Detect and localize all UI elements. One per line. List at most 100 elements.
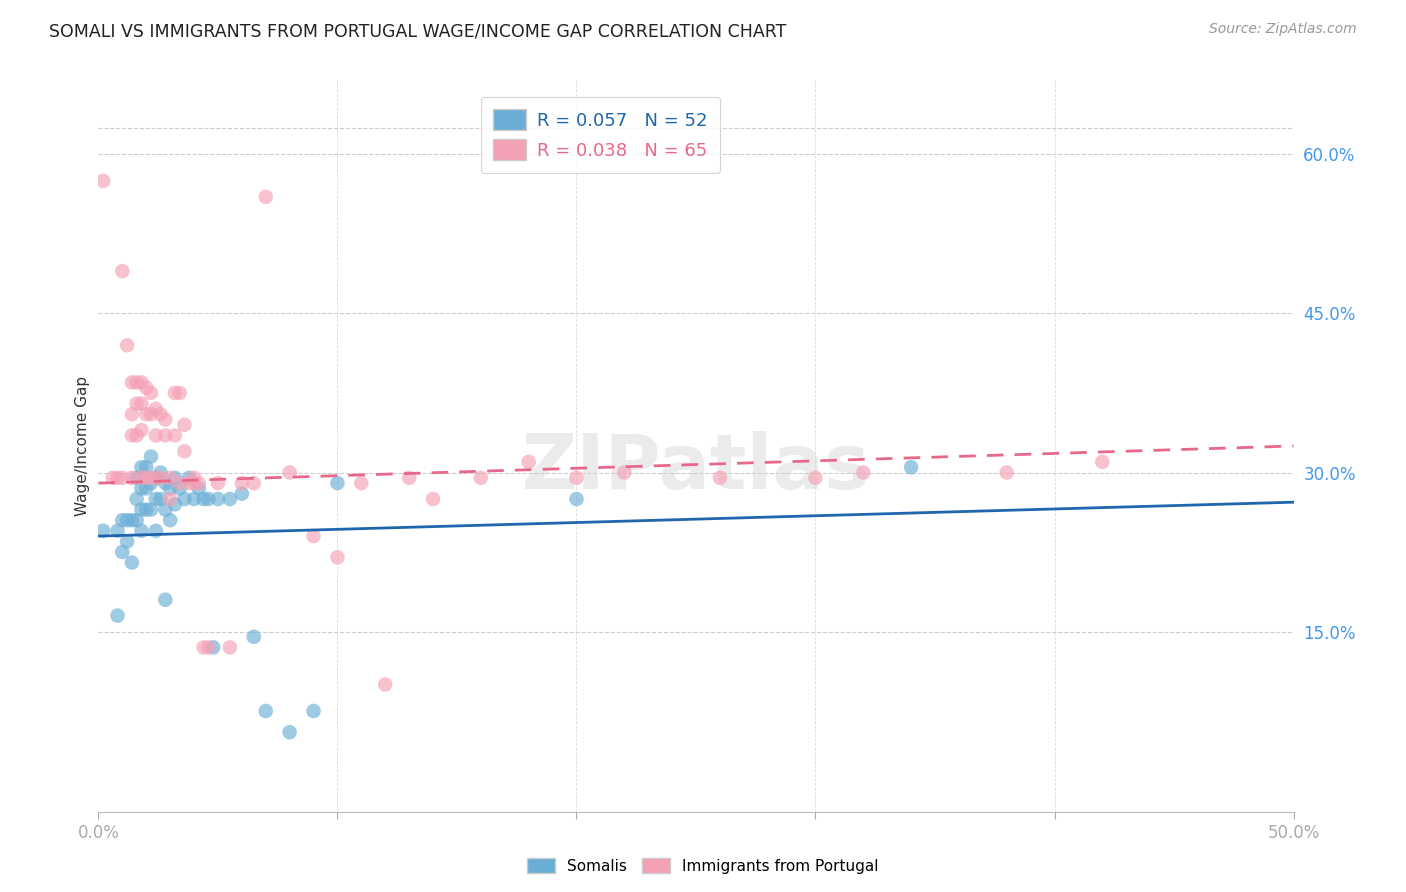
Point (131, 460, 153, 475)
Point (374, 677, 396, 691)
Point (169, 476, 191, 491)
Point (155, 412, 177, 426)
Point (231, 486, 253, 500)
Point (107, 524, 129, 538)
Point (131, 423, 153, 437)
Point (179, 471, 201, 485)
Point (219, 640, 242, 655)
Point (163, 471, 186, 485)
Text: Source: ZipAtlas.com: Source: ZipAtlas.com (1209, 22, 1357, 37)
Point (125, 396, 148, 410)
Point (101, 471, 124, 485)
Point (155, 502, 177, 516)
Point (149, 407, 172, 421)
Point (207, 476, 229, 491)
Point (159, 491, 181, 506)
Point (254, 190, 277, 204)
Point (219, 491, 242, 506)
Point (326, 550, 349, 565)
Point (149, 491, 172, 506)
Point (155, 476, 177, 491)
Point (125, 428, 148, 442)
Point (197, 491, 219, 506)
Point (173, 444, 195, 458)
Point (139, 450, 162, 464)
Point (155, 428, 177, 442)
Point (121, 428, 143, 442)
Point (278, 725, 301, 739)
Point (107, 471, 129, 485)
Point (135, 502, 157, 516)
Point (470, 471, 492, 485)
Point (145, 524, 167, 538)
Point (517, 455, 540, 469)
Point (852, 466, 875, 480)
Point (121, 376, 143, 390)
Point (173, 491, 195, 506)
Point (709, 471, 731, 485)
Point (121, 513, 143, 527)
Point (202, 640, 225, 655)
Point (900, 460, 922, 475)
Point (145, 471, 167, 485)
Point (131, 502, 153, 516)
Point (350, 476, 373, 491)
Point (159, 471, 181, 485)
Point (139, 386, 162, 401)
Point (163, 386, 186, 401)
Point (207, 491, 229, 506)
Point (145, 401, 167, 416)
Point (139, 407, 162, 421)
Point (187, 476, 209, 491)
Point (145, 491, 167, 506)
Point (91, 174, 114, 188)
Point (131, 482, 153, 496)
Point (565, 491, 588, 506)
Point (995, 466, 1018, 480)
Point (155, 592, 177, 607)
Point (183, 471, 205, 485)
Point (135, 381, 157, 395)
Point (145, 428, 167, 442)
Point (111, 545, 134, 559)
Point (804, 471, 827, 485)
Point (159, 482, 181, 496)
Point (135, 482, 157, 496)
Point (149, 471, 172, 485)
Point (91, 524, 114, 538)
Point (193, 640, 215, 655)
Point (125, 513, 148, 527)
Point (121, 407, 143, 421)
Point (422, 491, 444, 506)
Point (169, 386, 191, 401)
Point (135, 471, 157, 485)
Point (111, 513, 134, 527)
Point (121, 556, 143, 570)
Legend: R = 0.057   N = 52, R = 0.038   N = 65: R = 0.057 N = 52, R = 0.038 N = 65 (481, 96, 720, 173)
Point (187, 482, 209, 496)
Point (163, 428, 186, 442)
Point (107, 608, 129, 623)
Point (131, 471, 153, 485)
Point (193, 491, 215, 506)
Point (135, 407, 157, 421)
Point (173, 417, 195, 432)
Point (125, 376, 148, 390)
Point (243, 476, 266, 491)
Point (1091, 455, 1114, 469)
Point (131, 396, 153, 410)
Y-axis label: Wage/Income Gap: Wage/Income Gap (75, 376, 90, 516)
Point (254, 704, 277, 718)
Point (326, 476, 349, 491)
Point (115, 513, 138, 527)
Point (135, 460, 157, 475)
Point (183, 476, 205, 491)
Point (115, 338, 138, 352)
Point (139, 502, 162, 516)
Text: SOMALI VS IMMIGRANTS FROM PORTUGAL WAGE/INCOME GAP CORRELATION CHART: SOMALI VS IMMIGRANTS FROM PORTUGAL WAGE/… (49, 22, 786, 40)
Point (302, 704, 325, 718)
Legend: Somalis, Immigrants from Portugal: Somalis, Immigrants from Portugal (522, 852, 884, 880)
Point (115, 534, 138, 549)
Text: ZIPatlas: ZIPatlas (522, 431, 870, 505)
Point (243, 630, 266, 644)
